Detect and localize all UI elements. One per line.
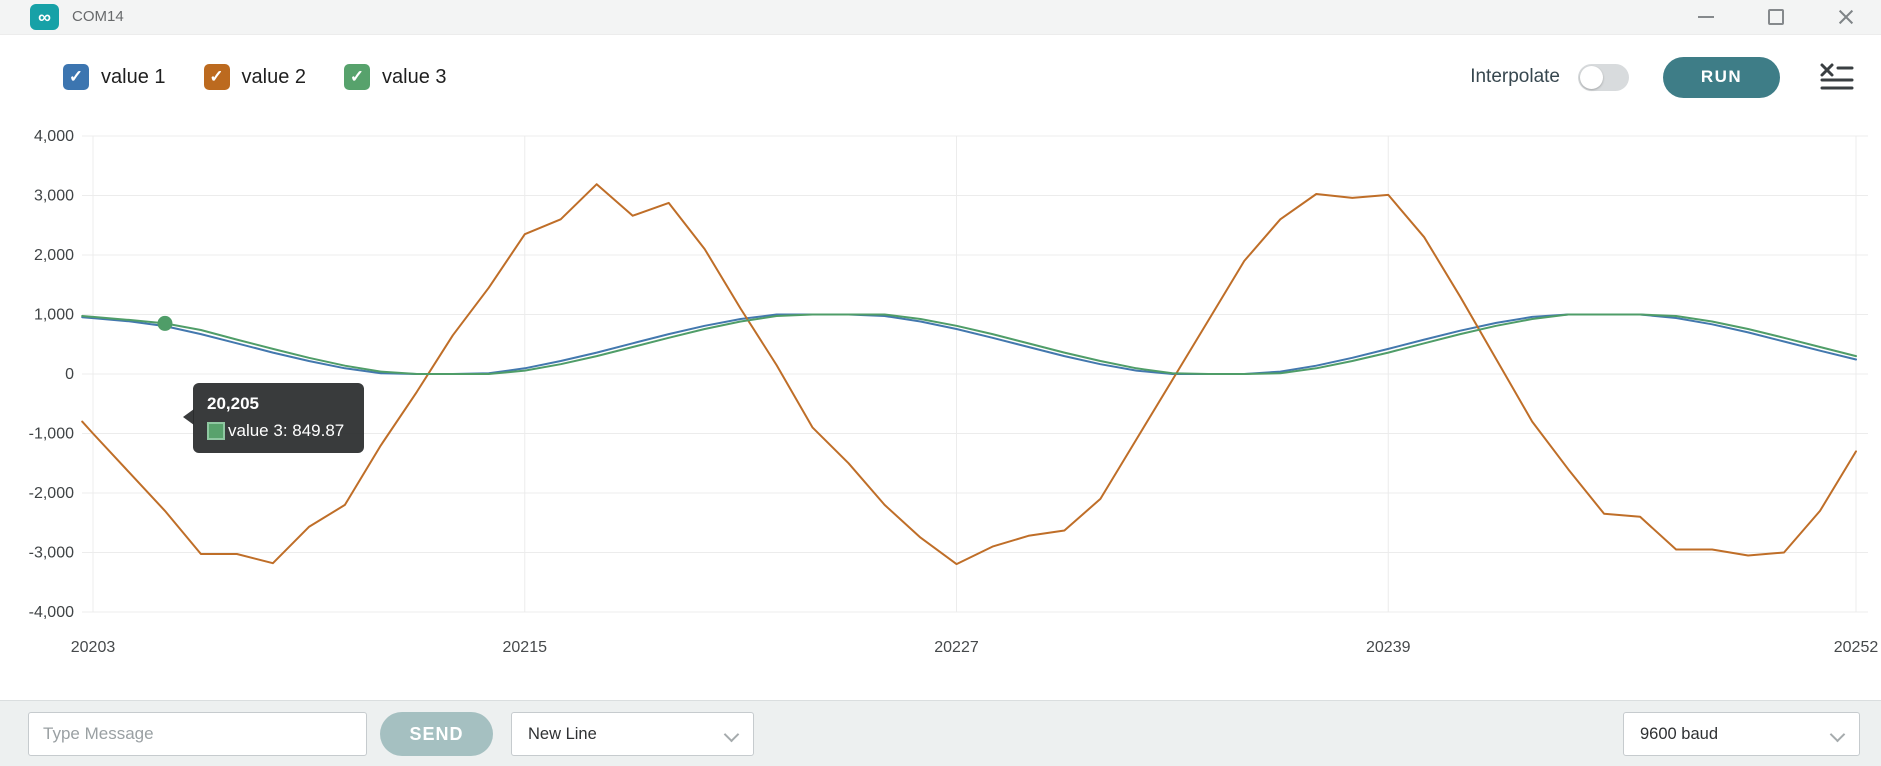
- svg-text:20215: 20215: [503, 639, 548, 656]
- legend-item-value3[interactable]: ✓ value 3: [344, 64, 447, 90]
- window-titlebar: ∞ COM14: [0, 0, 1881, 35]
- legend-label-value3: value 3: [382, 65, 447, 88]
- svg-text:0: 0: [65, 366, 74, 383]
- toolbar-right: Interpolate RUN: [1470, 56, 1856, 98]
- hover-point-marker: [157, 315, 173, 331]
- toggle-knob: [1580, 65, 1603, 89]
- y-axis-labels: 4,000 3,000 2,000 1,000 0 -1,000 -2,000 -3,000 -…: [29, 128, 74, 621]
- legend-item-value2[interactable]: ✓ value 2: [203, 64, 307, 90]
- message-input[interactable]: [28, 712, 367, 756]
- check-icon: ✓: [349, 67, 365, 86]
- svg-text:-1,000: -1,000: [29, 426, 74, 443]
- interpolate-label: Interpolate: [1470, 66, 1560, 87]
- series-line-3: [81, 313, 1857, 375]
- svg-text:20252: 20252: [1834, 639, 1879, 656]
- send-button[interactable]: SEND: [380, 712, 493, 756]
- check-icon: ✓: [68, 67, 84, 86]
- svg-text:3,000: 3,000: [34, 188, 74, 205]
- arduino-logo-icon: ∞: [30, 4, 59, 30]
- tooltip-title: 20,205: [207, 394, 259, 413]
- plotter-toolbar: ✓ value 1 ✓ value 2 ✓ value 3 Interpolat…: [0, 48, 1881, 106]
- clear-output-icon: [1820, 63, 1854, 90]
- chart-area[interactable]: 4,000 3,000 2,000 1,000 0 -1,000 -2,000 -3,000 -…: [0, 96, 1881, 676]
- tooltip-series-swatch: [207, 422, 225, 440]
- baud-rate-select[interactable]: 9600 baud: [1623, 712, 1860, 756]
- chart-tooltip: 20,205 value 3: 849.87: [183, 383, 365, 453]
- tooltip-value: value 3: 849.87: [228, 421, 345, 440]
- legend-item-value1[interactable]: ✓ value 1: [63, 64, 166, 90]
- close-icon: [1837, 8, 1855, 26]
- tooltip-notch: [183, 409, 194, 425]
- series-line-2: [81, 183, 1857, 566]
- window-title: COM14: [72, 8, 124, 25]
- line-ending-value: New Line: [528, 724, 597, 743]
- close-button[interactable]: [1811, 0, 1881, 34]
- svg-text:-4,000: -4,000: [29, 604, 74, 621]
- maximize-button[interactable]: [1741, 0, 1811, 34]
- gridlines: [82, 135, 1868, 613]
- svg-text:-3,000: -3,000: [29, 545, 74, 562]
- value1-checkbox[interactable]: ✓: [63, 64, 89, 90]
- serial-message-bar: SEND New Line 9600 baud: [0, 700, 1881, 766]
- run-button[interactable]: RUN: [1663, 56, 1780, 98]
- minimize-button[interactable]: [1671, 0, 1741, 34]
- svg-text:20239: 20239: [1366, 639, 1411, 656]
- svg-text:1,000: 1,000: [34, 307, 74, 324]
- legend-label-value2: value 2: [241, 65, 307, 88]
- value2-checkbox[interactable]: ✓: [203, 64, 230, 90]
- series-line-1: [81, 313, 1857, 375]
- chevron-down-icon: [1829, 726, 1846, 743]
- interpolate-toggle[interactable]: [1578, 63, 1629, 91]
- minimize-icon: [1698, 16, 1714, 18]
- plot-canvas[interactable]: 4,000 3,000 2,000 1,000 0 -1,000 -2,000 -3,000 -…: [0, 96, 1881, 676]
- chevron-down-icon: [723, 726, 740, 743]
- x-axis-labels: 20203 20215 20227 20239 20252: [71, 639, 1879, 656]
- window-controls: [1671, 0, 1881, 34]
- baud-rate-value: 9600 baud: [1640, 724, 1718, 743]
- svg-text:-2,000: -2,000: [29, 485, 74, 502]
- svg-text:20227: 20227: [934, 639, 979, 656]
- svg-text:20203: 20203: [71, 639, 116, 656]
- legend-label-value1: value 1: [101, 65, 166, 88]
- infinity-icon: ∞: [38, 7, 51, 27]
- svg-text:4,000: 4,000: [34, 128, 74, 145]
- maximize-icon: [1768, 9, 1784, 25]
- line-ending-select[interactable]: New Line: [511, 712, 754, 756]
- clear-button[interactable]: [1818, 61, 1856, 93]
- legend: ✓ value 1 ✓ value 2 ✓ value 3: [63, 64, 447, 90]
- svg-text:2,000: 2,000: [34, 247, 74, 264]
- tooltip-row: value 3: 849.87: [207, 421, 344, 441]
- value3-checkbox[interactable]: ✓: [344, 64, 370, 90]
- check-icon: ✓: [209, 67, 224, 86]
